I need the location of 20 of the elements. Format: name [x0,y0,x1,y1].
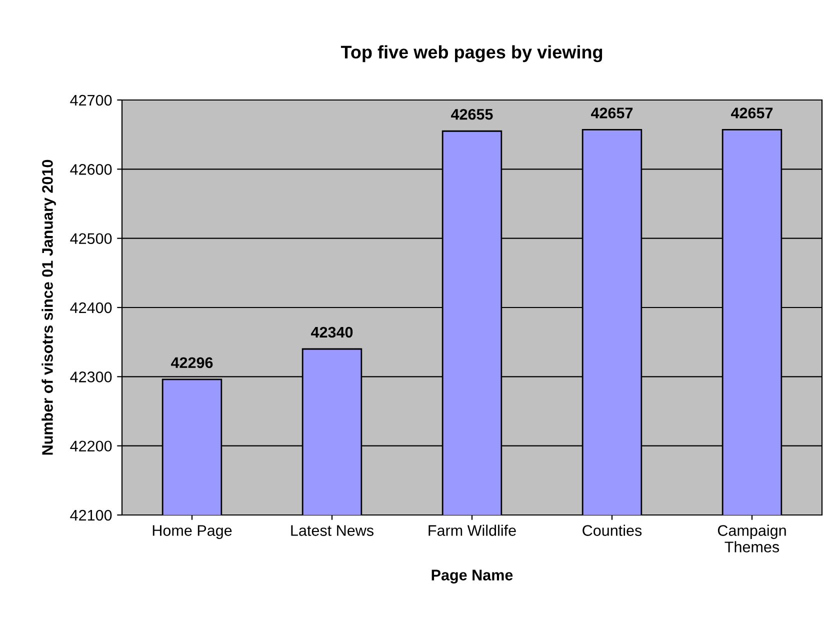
data-label: 42296 [170,357,213,368]
data-label: 42340 [310,326,353,338]
y-tick-label: 42500 [70,233,112,244]
x-axis-title: Page Name [432,570,513,584]
y-tick-label: 42100 [70,510,112,521]
data-label: 42655 [450,108,493,120]
x-tick-label: Farm Wildlife [428,524,516,536]
data-label: 42657 [590,108,633,118]
y-tick-label: 42200 [70,440,112,452]
x-tick-label: Home Page [152,525,232,539]
y-axis-title: Number of visotrs since 01 January 2010 [42,160,56,455]
data-label: 42657 [730,108,773,118]
x-tick-label: Campaign Themes [718,524,786,552]
x-tick-label: Counties [582,524,642,536]
chart-title: Top five web pages by viewing [340,45,602,62]
y-tick-label: 42700 [70,94,112,106]
y-tick-label: 42600 [70,164,112,175]
y-tick-label: 42300 [70,372,112,382]
y-tick-label: 42400 [70,302,112,314]
x-tick-label: Latest News [291,525,374,536]
